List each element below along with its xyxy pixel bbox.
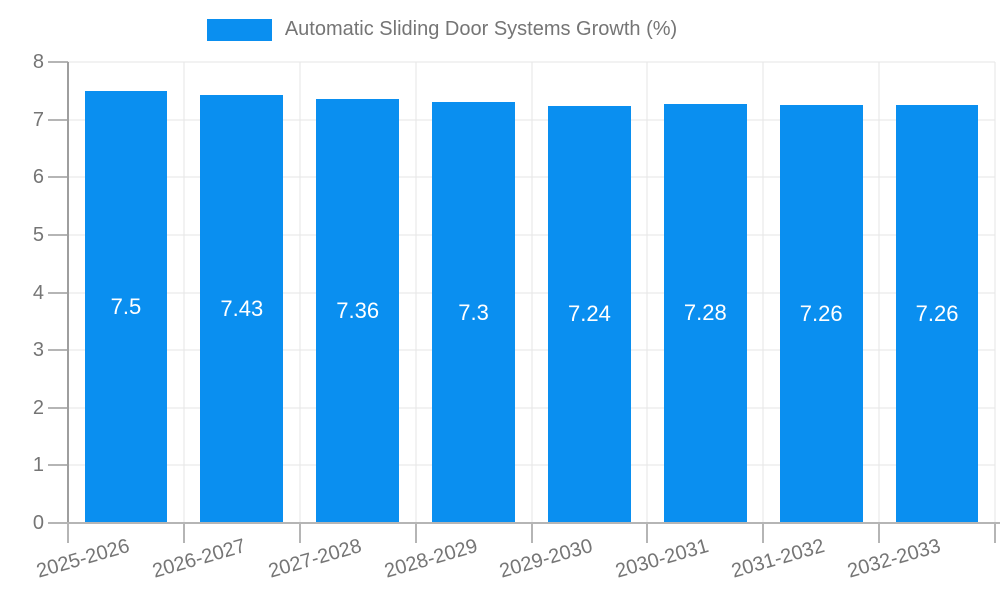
x-axis-tick-mark <box>646 523 649 543</box>
y-axis-tick-label: 2 <box>32 396 44 419</box>
x-axis-tick-mark <box>530 523 533 543</box>
v-gridline <box>299 62 301 523</box>
bar-value-label: 7.26 <box>799 300 843 326</box>
y-axis-tick-mark <box>48 61 68 63</box>
y-axis-tick-label: 5 <box>32 223 44 246</box>
bar-value-label: 7.5 <box>110 293 142 319</box>
x-axis-tick-mark <box>298 523 301 543</box>
y-axis-line <box>67 62 69 523</box>
bar-value-label: 7.24 <box>568 301 611 327</box>
y-axis-tick-mark <box>48 291 68 294</box>
legend[interactable]: Automatic Sliding Door Systems Growth (%… <box>0 18 942 41</box>
y-axis-tick-label: 7 <box>32 108 44 131</box>
y-axis-tick-label: 1 <box>32 454 44 477</box>
x-axis-tick-mark <box>67 523 69 543</box>
y-axis-tick-mark <box>48 349 68 352</box>
v-gridline <box>531 62 532 523</box>
bar[interactable]: 7.26 <box>895 104 979 523</box>
x-axis-tick-mark <box>762 523 765 543</box>
x-axis-tick-mark <box>182 523 185 543</box>
y-axis-tick-mark <box>48 406 68 409</box>
bar[interactable]: 7.36 <box>316 98 400 523</box>
legend-swatch <box>206 18 272 41</box>
y-axis-tick-label: 4 <box>32 281 44 304</box>
v-gridline <box>415 62 417 523</box>
bar-value-label: 7.36 <box>336 297 380 323</box>
x-axis-tick-mark <box>414 523 417 543</box>
bar-chart-plot-area: 0 1 2 3 4 5 6 7 8 7.5 2025-2026 7.43 2026-2027 7.36 20… <box>33 52 1000 583</box>
bar-value-label: 7.28 <box>683 300 727 326</box>
x-axis-tick-mark <box>878 523 881 543</box>
v-gridline <box>183 62 185 523</box>
v-gridline <box>878 62 880 523</box>
y-axis-tick-label: 3 <box>32 339 44 362</box>
y-axis-tick-mark <box>48 464 68 467</box>
bar[interactable]: 7.28 <box>663 103 747 523</box>
v-gridline <box>646 62 648 523</box>
v-gridline <box>762 62 764 523</box>
bar[interactable]: 7.26 <box>779 104 863 523</box>
y-axis-tick-mark <box>48 233 68 236</box>
v-gridline <box>994 62 996 523</box>
y-axis-tick-mark <box>48 176 68 179</box>
bar[interactable]: 7.3 <box>432 102 515 523</box>
y-axis-tick-label: 6 <box>32 166 44 189</box>
bar[interactable]: 7.43 <box>200 94 284 523</box>
bar[interactable]: 7.24 <box>548 105 631 523</box>
bar-value-label: 7.3 <box>458 299 489 325</box>
x-axis-tick-mark <box>994 523 996 543</box>
y-axis-tick-label: 0 <box>32 512 44 534</box>
x-axis-line <box>67 522 1000 524</box>
y-axis-tick-mark <box>48 522 68 524</box>
legend-label: Automatic Sliding Door Systems Growth (%… <box>284 18 678 40</box>
bar[interactable]: 7.5 <box>84 90 168 523</box>
y-axis-tick-label: 8 <box>32 51 44 73</box>
bar-value-label: 7.43 <box>220 295 264 321</box>
bar-value-label: 7.26 <box>915 300 959 326</box>
y-axis-tick-mark <box>48 118 68 121</box>
